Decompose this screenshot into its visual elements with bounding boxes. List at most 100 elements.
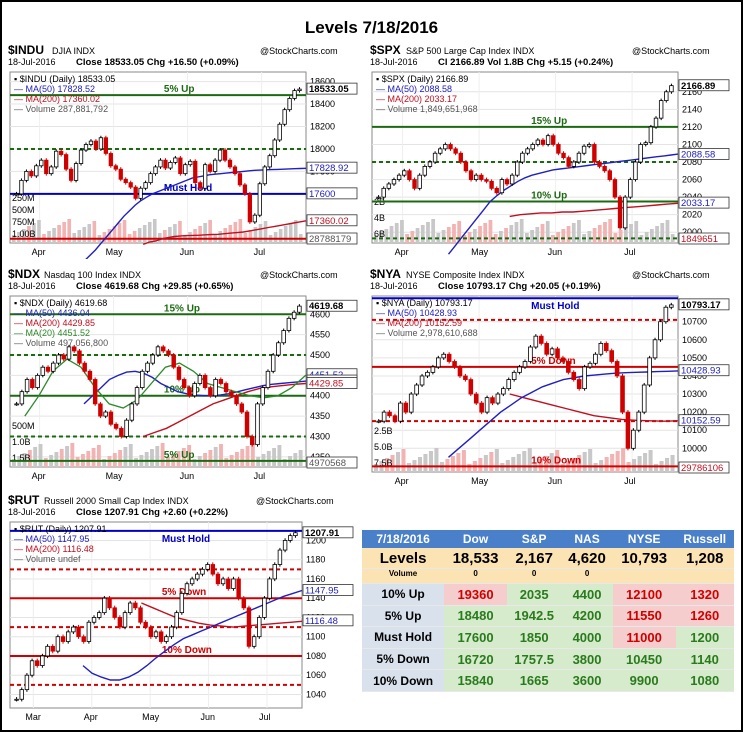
volume-bar [401, 449, 406, 472]
price-candle [443, 144, 448, 150]
price-candle [117, 617, 123, 628]
x-tick-label: May [142, 712, 160, 722]
price-candle [625, 411, 631, 449]
row-label: Levels [362, 548, 445, 569]
close-label: Close 1207.91 Chg +2.60 (+0.22%) [76, 507, 228, 518]
volume-bar [406, 463, 412, 472]
price-candle [66, 631, 71, 642]
price-candle [71, 626, 76, 633]
volume-bar [218, 231, 223, 243]
volume-bar [92, 221, 97, 243]
price-candle [484, 397, 490, 413]
price-candle [609, 350, 614, 362]
chart-svg: $RUT Russell 2000 Small Cap Index INDX @St… [8, 494, 354, 722]
volume-bar [593, 463, 598, 472]
price-candle [35, 374, 40, 388]
legend-entry: — Volume 287,881,792 [14, 104, 108, 114]
price-candle [387, 411, 392, 417]
price-candle [122, 612, 128, 628]
table-cell: 3800 [561, 648, 613, 671]
volume-bar [535, 227, 540, 243]
price-candle [244, 411, 250, 437]
price-candle [408, 393, 414, 413]
price-candle [544, 343, 549, 355]
volume-bar [173, 224, 177, 243]
ma200-line [141, 602, 303, 628]
volume-bar [621, 448, 626, 472]
price-candle [148, 626, 154, 638]
volume-bar [634, 221, 639, 243]
volume-bar [472, 229, 477, 243]
volume-bar [530, 230, 534, 243]
price-candle [658, 100, 664, 119]
volume-bar [142, 225, 147, 243]
volume-bar [561, 229, 566, 243]
legend-entry: — MA(50) 1147.95 [14, 534, 89, 544]
price-candle [260, 387, 265, 405]
price-candle [506, 379, 512, 390]
price-candle [560, 357, 566, 362]
price-candle [282, 109, 287, 125]
price-candle [210, 564, 216, 575]
volume-bar [47, 231, 51, 243]
volume-bar [592, 228, 597, 243]
price-candle [511, 371, 517, 380]
price-candle [98, 403, 103, 417]
level-label: 5% Up [164, 450, 195, 461]
table-cell: 1140 [675, 648, 734, 671]
price-candle [73, 163, 79, 181]
volume-bar [488, 220, 493, 243]
price-candle [535, 139, 541, 145]
volume-bar [395, 452, 401, 472]
volume-bar [147, 222, 152, 243]
price-candle [458, 152, 463, 163]
table-cell: 3600 [561, 669, 613, 692]
price-candle [112, 607, 117, 618]
price-candle [612, 179, 618, 198]
y-tick-label: 1100 [306, 632, 325, 642]
volume-bar [551, 235, 555, 243]
price-candle [282, 540, 288, 551]
volume-bar [629, 224, 633, 243]
volume-bar [588, 449, 593, 472]
price-candle [34, 165, 39, 177]
volume-bar [168, 227, 172, 243]
price-candle [522, 361, 528, 368]
volume-bar [91, 448, 96, 467]
volume-bar [150, 449, 154, 467]
volume-tick-label: 5.0B [374, 442, 393, 452]
volume-bar [597, 225, 602, 243]
price-candle [614, 361, 620, 377]
table-cell [612, 568, 676, 584]
price-candle [576, 152, 582, 163]
price-candle [153, 166, 158, 175]
price-candle [402, 170, 407, 176]
value-tag: 2033.17 [681, 198, 715, 209]
column-header: Russell [675, 530, 734, 548]
price-candle [49, 166, 54, 175]
price-candle [663, 306, 669, 323]
volume-tick-label: 500M [12, 421, 35, 431]
volume-bar [426, 222, 430, 243]
price-candle [479, 402, 484, 413]
price-candle [208, 387, 213, 397]
price-candle [549, 348, 555, 355]
volume-bar [665, 458, 670, 472]
volume-bar [273, 232, 278, 243]
y-tick-label: 10300 [682, 389, 707, 399]
level-label: 10% Up [164, 385, 200, 396]
price-candle [81, 636, 86, 642]
price-candle [220, 578, 226, 585]
price-candle [494, 187, 499, 194]
price-candle [432, 152, 438, 163]
value-tag-box [306, 214, 358, 227]
price-candle [197, 374, 203, 384]
price-candle [143, 182, 148, 189]
price-candle [669, 85, 674, 93]
price-candle [45, 366, 51, 372]
price-candle [30, 379, 35, 388]
legend-entry: — Volume 1,849,651,968 [376, 104, 478, 114]
price-candle [391, 179, 397, 185]
volume-bar [253, 227, 258, 243]
table-cell: 1,208 [675, 548, 734, 569]
